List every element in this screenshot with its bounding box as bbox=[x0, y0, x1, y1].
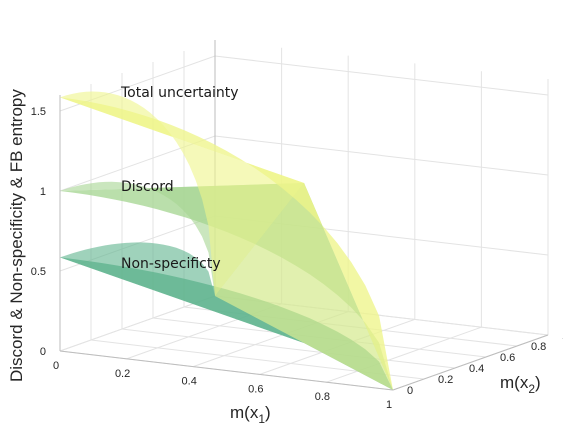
series-label-non-specificity: Non-specificty bbox=[121, 256, 221, 272]
surface-panel bbox=[215, 183, 393, 390]
y-tick-label: 0.2 bbox=[438, 374, 453, 386]
y-tick-label: 0 bbox=[407, 385, 413, 397]
grid-line bbox=[326, 326, 482, 383]
surface-layer bbox=[60, 91, 393, 391]
grid-line bbox=[193, 311, 349, 368]
surface-panel bbox=[215, 183, 393, 390]
surface-panel bbox=[215, 296, 393, 390]
y-tick-label: 0.6 bbox=[500, 352, 515, 364]
surface-panel bbox=[60, 242, 304, 343]
box-edge bbox=[59, 350, 394, 391]
series-label-total-uncertainty: Total uncertainty bbox=[120, 85, 239, 101]
y-axis-label-text: m(x bbox=[500, 373, 529, 392]
z-tick-label: 1 bbox=[40, 186, 46, 198]
x-axis-label: m(x1) bbox=[230, 403, 271, 426]
y-axis-label: m(x2) bbox=[500, 373, 541, 396]
z-tick-label: 0 bbox=[40, 346, 46, 358]
x-axis-label-text: m(x bbox=[230, 403, 259, 422]
x-tick-label: 0.6 bbox=[248, 383, 263, 395]
y-axis-label-subscript: 2 bbox=[528, 382, 535, 396]
grid-line bbox=[121, 328, 456, 369]
x-axis-label-subscript: 1 bbox=[258, 412, 265, 426]
y-tick-label: 0.4 bbox=[469, 363, 484, 375]
x-tick-label: 0.8 bbox=[315, 391, 330, 403]
y-tick-label: 0.8 bbox=[531, 341, 546, 353]
x-tick-label: 0 bbox=[53, 360, 59, 372]
x-tick-label: 0.4 bbox=[182, 376, 197, 388]
z-tick-label: 1.5 bbox=[31, 106, 46, 118]
surface-panel bbox=[60, 91, 304, 296]
z-tick-label: 0.5 bbox=[31, 266, 46, 278]
x-tick-label: 0.2 bbox=[115, 368, 130, 380]
x-axis-label-close: ) bbox=[265, 403, 271, 422]
x-tick-label: 1 bbox=[386, 399, 392, 411]
series-label-discord: Discord bbox=[121, 179, 174, 195]
box-edge bbox=[392, 334, 549, 391]
z-axis-label: Discord & Non-specificity & FB entropy bbox=[7, 89, 26, 382]
y-axis-label-close: ) bbox=[535, 373, 541, 392]
surface-panel bbox=[60, 183, 393, 390]
